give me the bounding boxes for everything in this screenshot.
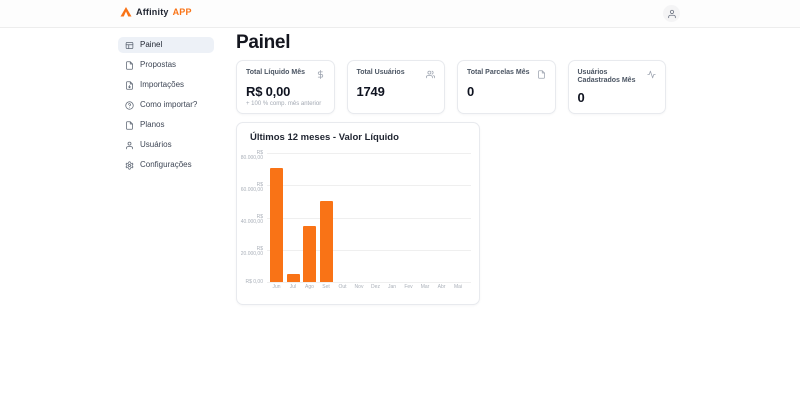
stat-card-value: 0	[467, 84, 475, 99]
page-title: Painel	[236, 32, 291, 53]
activity-icon	[647, 70, 656, 79]
gear-icon	[125, 160, 134, 170]
sidebar-item-label: Propostas	[140, 60, 177, 69]
x-axis-label: Mai	[453, 284, 463, 290]
x-axis-label: Jul	[289, 284, 297, 290]
stat-card-value: R$ 0,00	[246, 84, 291, 99]
sidebar-item-label: Painel	[140, 40, 163, 49]
stat-cards-row: Total Líquido Mês R$ 0,00 + 100 % comp. …	[236, 60, 666, 114]
gridline	[267, 249, 471, 251]
file-import-icon	[125, 80, 134, 90]
chart-card: Últimos 12 meses - Valor Líquido R$ 80.0…	[236, 122, 480, 305]
dashboard-icon	[125, 41, 134, 50]
x-axis-label: Jun	[272, 284, 281, 290]
sidebar-item-importacoes[interactable]: Importações	[118, 77, 214, 93]
x-axis-label: Ago	[305, 284, 314, 290]
chart-plot	[267, 153, 471, 283]
brand-logo[interactable]: Affinity APP	[120, 6, 192, 18]
dollar-icon	[316, 70, 325, 79]
stat-card-usuarios-cadastrados: Usuários Cadastrados Mês 0	[567, 60, 666, 114]
sidebar-item-label: Configurações	[140, 160, 192, 169]
sidebar-item-planos[interactable]: Planos	[118, 117, 214, 133]
file-text-icon	[537, 70, 546, 79]
stat-card-label: Total Líquido Mês	[246, 69, 305, 76]
x-axis-label: Set	[322, 284, 330, 290]
y-tick-label: R$ 60.000,00	[240, 181, 263, 193]
x-axis-label: Out	[338, 284, 347, 290]
x-axis-label: Jan	[387, 284, 397, 290]
y-tick-label: R$ 40.000,00	[240, 214, 263, 225]
stat-card-value: 0	[577, 90, 585, 106]
stat-card-label: Total Usuários	[356, 69, 405, 76]
gridline	[267, 185, 471, 187]
sidebar-item-usuarios[interactable]: Usuários	[118, 137, 214, 153]
bar-Jun	[270, 168, 283, 282]
file-text-icon	[125, 60, 134, 70]
x-axis-label: Mar	[420, 284, 430, 290]
gridline	[267, 282, 471, 283]
user-icon	[667, 9, 677, 19]
sidebar-item-label: Importações	[140, 80, 185, 89]
sidebar-nav: Painel Propostas Importações Como import…	[118, 37, 214, 173]
stat-card-value: 1749	[356, 84, 385, 99]
stat-card-label: Usuários Cadastrados Mês	[577, 69, 636, 85]
stat-card-label: Total Parcelas Mês	[467, 69, 530, 76]
x-axis-label: Abr	[437, 284, 446, 290]
sidebar-item-configuracoes[interactable]: Configurações	[118, 157, 214, 173]
brand-suffix: APP	[172, 7, 192, 17]
user-menu-button[interactable]	[663, 5, 680, 22]
y-tick-label: R$ 80.000,00	[240, 149, 263, 161]
help-circle-icon	[125, 100, 134, 110]
file-icon	[125, 120, 134, 130]
top-header: Affinity APP	[0, 0, 800, 28]
x-axis-label: Fev	[404, 284, 413, 290]
users-icon	[426, 70, 435, 79]
gridline	[267, 153, 471, 154]
affinity-triangle-logo-icon	[120, 6, 132, 18]
sidebar-item-painel[interactable]: Painel	[118, 37, 214, 53]
y-tick-label: R$ 0,00	[245, 278, 263, 285]
sidebar-item-propostas[interactable]: Propostas	[118, 57, 214, 73]
x-axis-label: Dez	[371, 284, 380, 290]
gridline	[267, 217, 471, 219]
x-axis-label: Nov	[354, 284, 364, 290]
sidebar-item-label: Como importar?	[140, 100, 198, 109]
y-tick-label: R$ 20.000,00	[240, 246, 263, 258]
chart-title: Últimos 12 meses - Valor Líquido	[250, 132, 399, 143]
bar-Jul	[286, 273, 300, 282]
stat-card-total-liquido: Total Líquido Mês R$ 0,00 + 100 % comp. …	[236, 60, 335, 114]
brand-name: Affinity	[136, 7, 169, 17]
stat-card-subtext: + 100 % comp. mês anterior	[246, 101, 322, 107]
chart-x-axis: Jun Jul Ago Set Out Nov Dez Jan Fev Mar Abr Mai	[267, 285, 471, 293]
sidebar-item-como-importar[interactable]: Como importar?	[118, 97, 214, 113]
chart-y-axis: R$ 80.000,00 R$ 60.000,00 R$ 40.000,00 R$ 2…	[237, 149, 263, 285]
bar-Ago	[303, 225, 316, 282]
sidebar-item-label: Usuários	[140, 140, 172, 149]
bar-Set	[319, 200, 333, 282]
user-icon	[125, 141, 134, 150]
stat-card-total-parcelas: Total Parcelas Mês 0	[457, 60, 556, 114]
stat-card-total-usuarios: Total Usuários 1749	[346, 60, 445, 114]
sidebar-item-label: Planos	[140, 120, 165, 129]
